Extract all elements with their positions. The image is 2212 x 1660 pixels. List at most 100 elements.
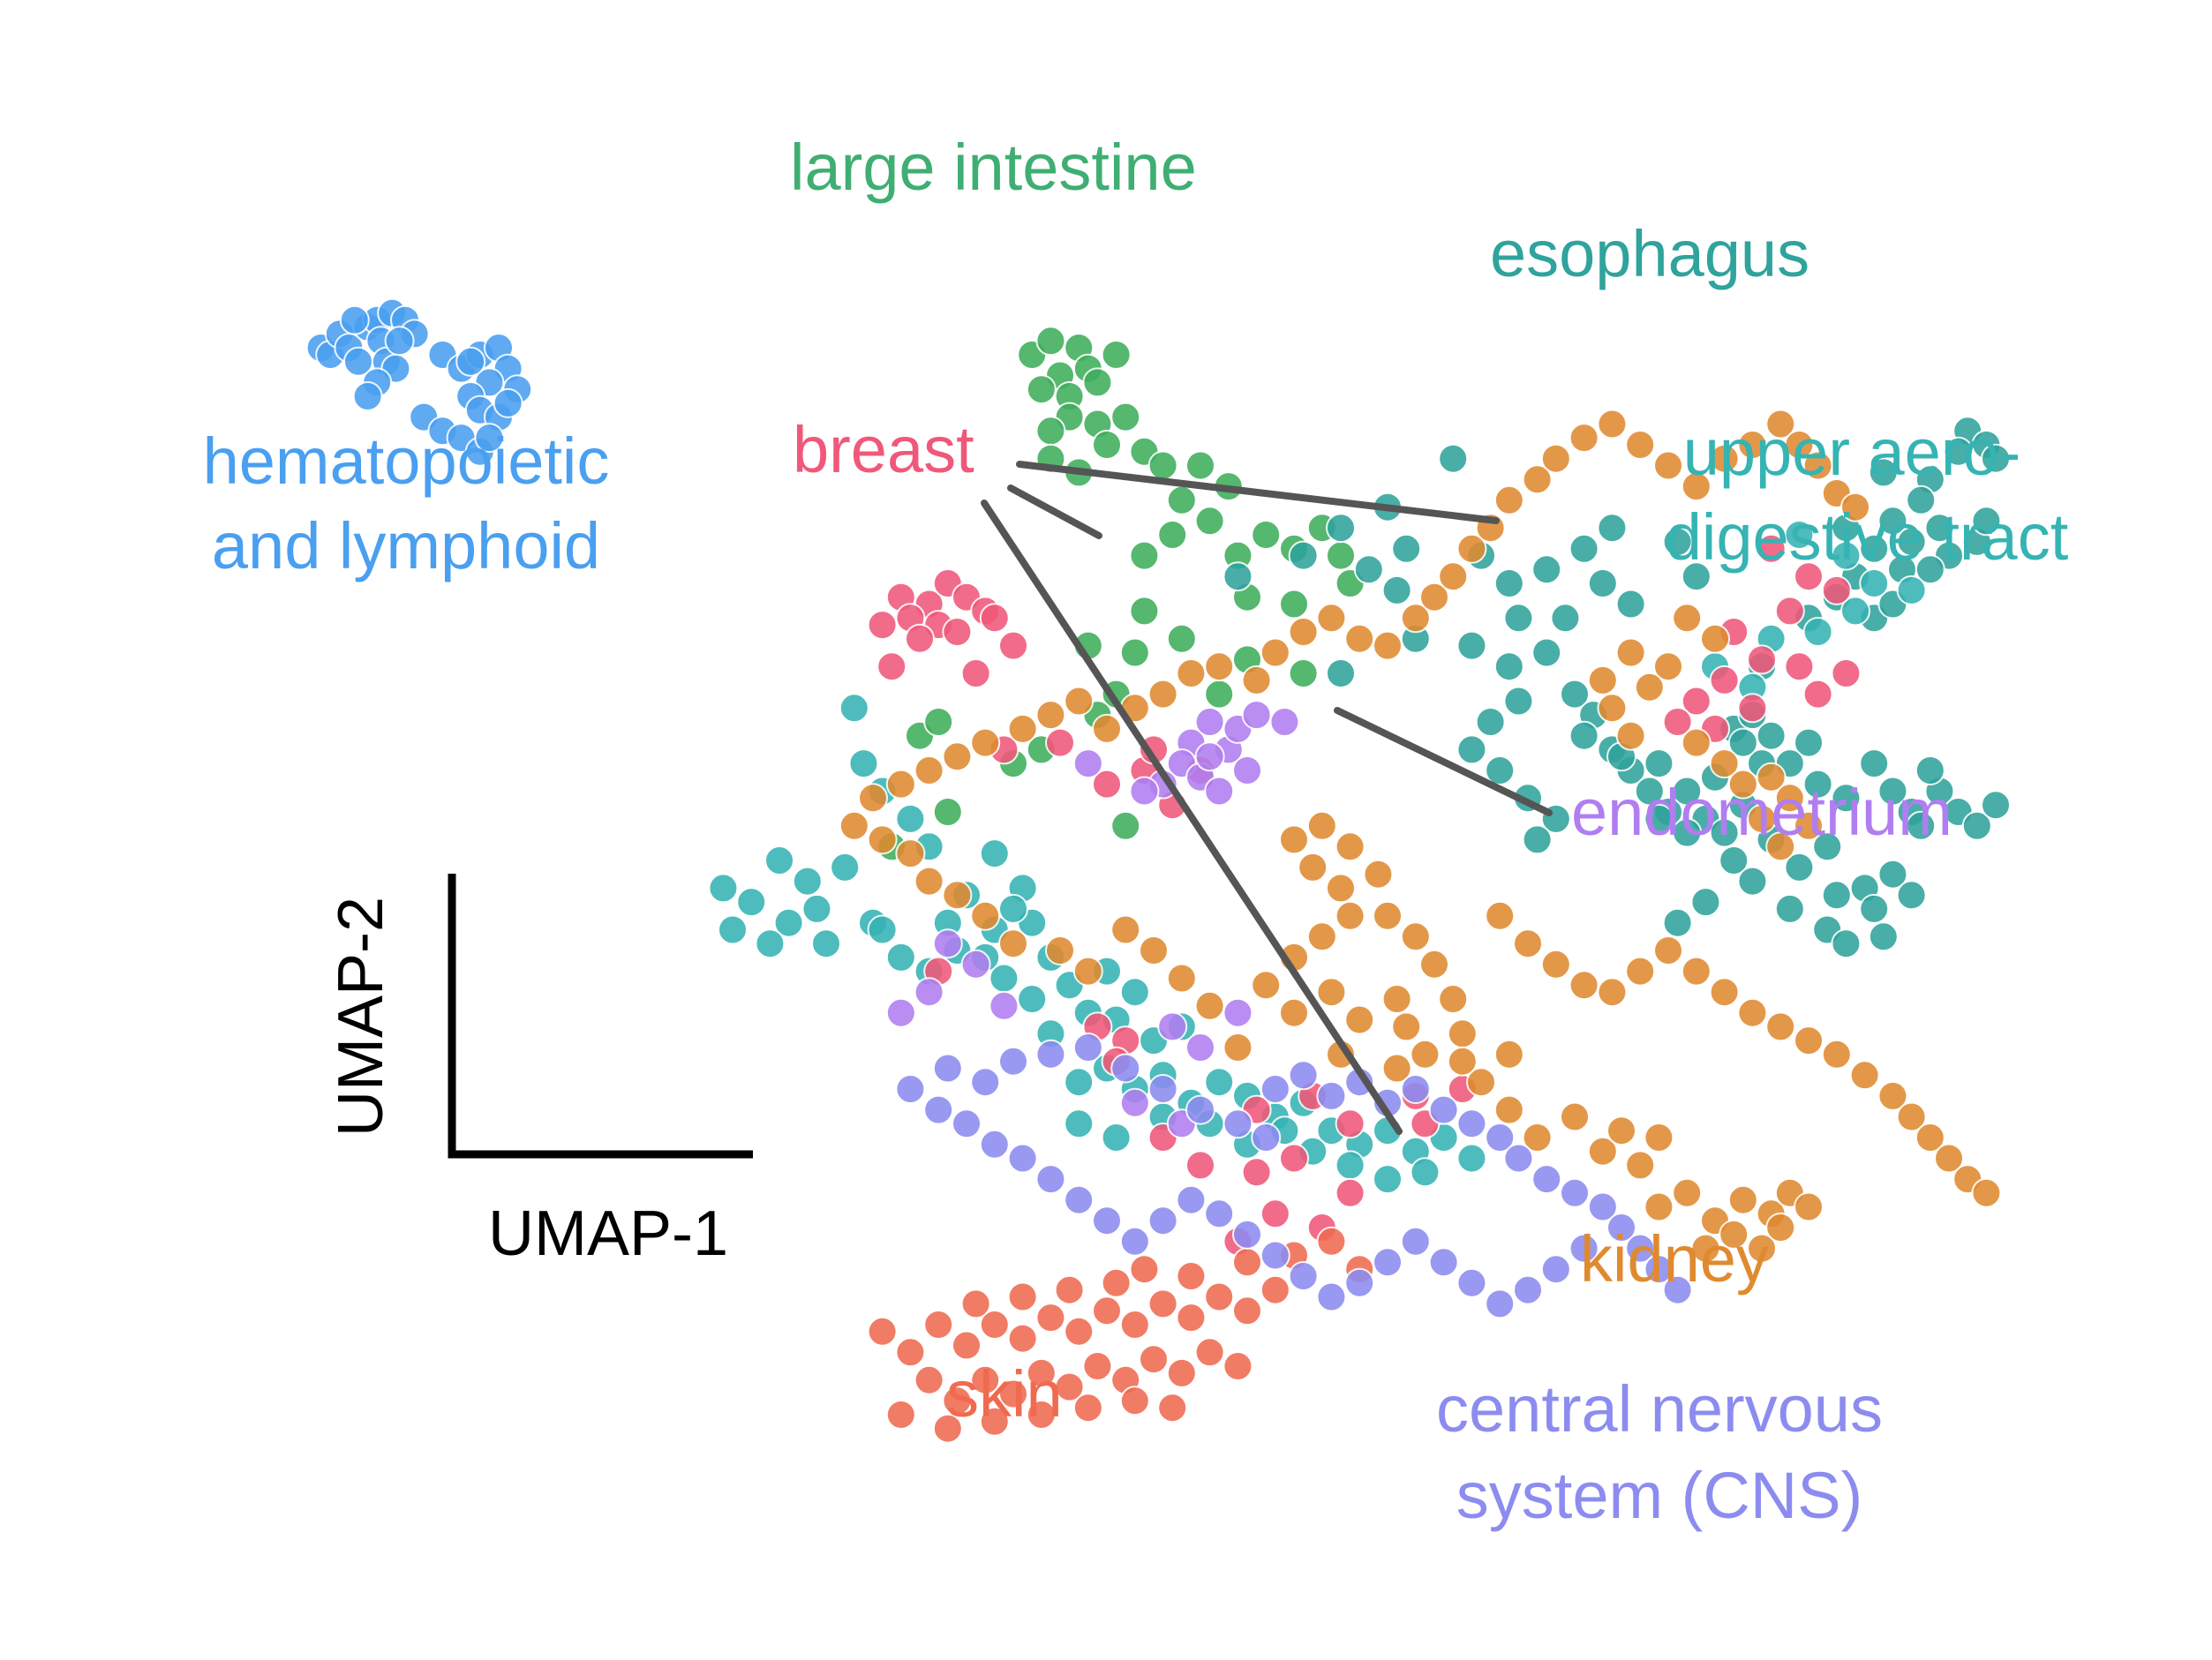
point-kidney-48	[1110, 914, 1141, 945]
label-esophagus: esophagus	[1490, 217, 1809, 290]
point-kidney-132	[1971, 1177, 2002, 1208]
point-kidney-61	[942, 741, 973, 772]
point-kidney-21	[1410, 1039, 1441, 1070]
point-esophagus-96	[1531, 637, 1562, 668]
point-large-intestine-17	[1147, 450, 1178, 481]
point-hematopoietic-and-lymphoid-11	[352, 381, 383, 411]
point-kidney-44	[1223, 1033, 1253, 1063]
series-central-nervous-system-cns	[895, 1033, 1693, 1319]
umap-axes-indicator: UMAP-1 UMAP-2	[326, 874, 753, 1269]
point-kidney-123	[1765, 1011, 1796, 1042]
point-esophagus-73	[1794, 727, 1824, 758]
point-large-intestine-30	[1279, 589, 1309, 620]
point-upper-aero-digestive-tract-62	[1456, 1143, 1487, 1174]
point-esophagus-40	[1672, 817, 1703, 848]
point-central-nervous-system-cns-43	[970, 1067, 1001, 1098]
point-kidney-3	[1727, 1184, 1758, 1215]
point-kidney-52	[970, 900, 1001, 931]
point-kidney-85	[1569, 423, 1599, 454]
breast-leader-line-3	[981, 500, 1403, 1135]
point-skin-42	[1316, 1226, 1347, 1257]
point-breast-45	[1279, 1143, 1309, 1174]
point-large-intestine-46	[932, 797, 963, 827]
point-central-nervous-system-cns-15	[1644, 1254, 1674, 1285]
point-skin-14	[1260, 1274, 1290, 1305]
point-breast-8	[905, 623, 935, 654]
series-endometrium	[885, 700, 1300, 1139]
point-kidney-96	[1840, 492, 1870, 522]
series-hematopoietic-and-lymphoid	[305, 297, 533, 467]
point-kidney-22	[1391, 1011, 1422, 1042]
point-large-intestine-5	[1026, 374, 1057, 405]
point-central-nervous-system-cns-17	[1569, 1233, 1599, 1264]
point-central-nervous-system-cns-9	[1503, 1143, 1534, 1174]
point-kidney-107	[1727, 769, 1758, 800]
scatter-points	[305, 297, 2011, 1444]
point-large-intestine-11	[1110, 402, 1141, 432]
point-esophagus-13	[1859, 533, 1890, 564]
point-kidney-128	[1896, 1101, 1927, 1132]
point-kidney-34	[1306, 810, 1337, 841]
point-esophagus-39	[1644, 803, 1674, 834]
point-central-nervous-system-cns-10	[1531, 1164, 1562, 1195]
point-upper-aero-digestive-tract-47	[867, 914, 898, 945]
point-esophagus-44	[1877, 859, 1908, 890]
point-kidney-89	[1681, 471, 1712, 502]
label-cns-line1: central nervous	[1436, 1372, 1883, 1446]
point-skin-5	[1007, 1323, 1038, 1354]
point-upper-aero-digestive-tract-37	[1017, 984, 1048, 1014]
point-central-nervous-system-cns-49	[1185, 1094, 1215, 1125]
point-large-intestine-28	[1326, 540, 1356, 571]
point-kidney-7	[1719, 1219, 1749, 1250]
point-kidney-39	[1419, 949, 1449, 980]
point-breast-15	[1045, 727, 1075, 758]
point-central-nervous-system-cns-30	[1204, 1198, 1235, 1229]
point-endometrium-9	[1194, 741, 1225, 772]
point-upper-aero-digestive-tract-65	[1335, 1150, 1366, 1181]
point-esophagus-92	[1615, 589, 1646, 620]
point-kidney-83	[1522, 464, 1553, 495]
point-kidney-1	[1672, 1177, 1703, 1208]
point-upper-aero-digestive-tract-12	[895, 803, 926, 834]
point-kidney-64	[1035, 700, 1066, 731]
point-skin-28	[932, 1413, 963, 1444]
point-kidney-16	[1522, 1123, 1553, 1153]
point-breast-9	[942, 617, 973, 647]
series-skin	[867, 1226, 1375, 1444]
point-large-intestine-13	[1092, 430, 1122, 460]
point-kidney-17	[1493, 1094, 1524, 1125]
point-large-intestine-22	[1157, 520, 1188, 550]
point-central-nervous-system-cns-28	[1260, 1240, 1290, 1271]
label-upper-aero-line2: digestive tract	[1666, 500, 2069, 574]
point-large-intestine-36	[1288, 658, 1319, 688]
point-upper-aero-digestive-tract-25	[979, 838, 1010, 869]
point-kidney-31	[1326, 873, 1356, 904]
point-esophagus-100	[1485, 755, 1516, 785]
point-esophagus-37	[1644, 748, 1674, 779]
point-kidney-42	[1381, 1053, 1412, 1084]
label-skin: skin	[946, 1357, 1063, 1431]
point-kidney-82	[1493, 484, 1524, 515]
breast-leader-line-2	[1007, 484, 1102, 539]
point-upper-aero-digestive-tract-9	[839, 693, 869, 724]
point-central-nervous-system-cns-31	[1176, 1184, 1207, 1215]
point-large-intestine-44	[923, 707, 954, 737]
point-central-nervous-system-cns-5	[1400, 1074, 1431, 1104]
point-kidney-78	[1419, 582, 1449, 612]
point-esophagus-88	[1597, 513, 1628, 544]
point-central-nervous-system-cns-20	[1485, 1288, 1516, 1319]
point-kidney-129	[1915, 1123, 1945, 1153]
point-endometrium-7	[1204, 776, 1235, 807]
point-kidney-98	[1700, 623, 1730, 654]
point-upper-aero-digestive-tract-1	[1831, 540, 1862, 571]
point-skin-18	[998, 1378, 1028, 1409]
point-central-nervous-system-cns-45	[1035, 1039, 1066, 1070]
point-breast-26	[1662, 707, 1693, 737]
point-esophagus-23	[1662, 526, 1693, 557]
point-central-nervous-system-cns-33	[1119, 1226, 1150, 1257]
point-upper-aero-digestive-tract-63	[1410, 1157, 1441, 1188]
point-kidney-80	[1456, 533, 1487, 564]
point-skin-27	[885, 1400, 916, 1430]
point-upper-aero-digestive-tract-53	[1204, 1067, 1235, 1098]
point-central-nervous-system-cns-12	[1587, 1191, 1618, 1222]
